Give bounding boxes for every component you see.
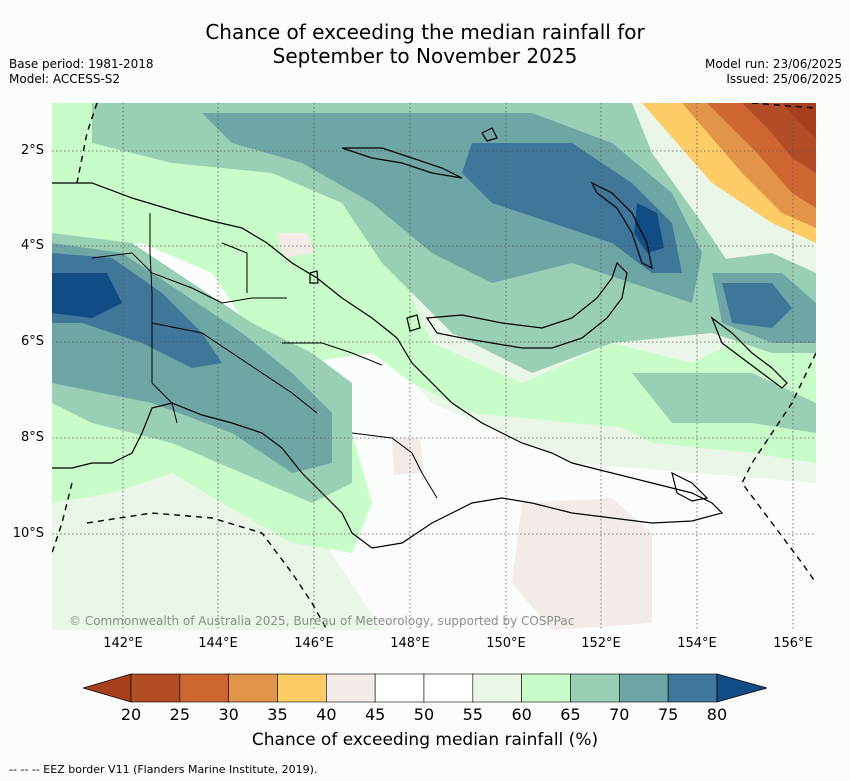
colorbar-cell: [326, 673, 376, 703]
colorbar-cell: [179, 673, 229, 703]
colorbar-tick-label: 60: [511, 705, 532, 724]
colorbar-tick-label: 25: [169, 705, 191, 724]
colorbar-tick-label: 30: [218, 705, 239, 724]
colorbar-tick-label: 45: [364, 705, 386, 724]
colorbar-tick-label: 20: [120, 705, 142, 724]
colorbar-tick-label: 50: [413, 705, 435, 724]
colorbar-cell: [374, 673, 425, 703]
model-name: Model: ACCESS-S2: [9, 72, 121, 86]
border-5: [282, 342, 383, 366]
lat-label-2s: 2°S: [20, 143, 44, 158]
colorbar-cells: [83, 673, 767, 703]
manus-coast: [341, 147, 463, 179]
colorbar-cell: [521, 673, 571, 703]
border-6: [351, 432, 438, 499]
colorbar-tick-label: 75: [657, 705, 679, 724]
border-3: [151, 322, 318, 414]
small-island-3: [671, 471, 709, 502]
meta-left: Base period: 1981-2018 Model: ACCESS-S2: [9, 57, 154, 87]
contour-80-plus: [52, 273, 122, 318]
colorbar-arrow-low: [83, 673, 132, 703]
lon-label-150e: 150°E: [486, 636, 526, 651]
lon-label-154e: 154°E: [677, 636, 717, 651]
colorbar-cell: [423, 673, 474, 703]
copyright-text: © Commonwealth of Australia 2025, Bureau…: [69, 614, 575, 628]
colorbar-tick-label: 55: [462, 705, 483, 724]
lon-label-152e: 152°E: [581, 636, 621, 651]
contour-65-70-se: [632, 373, 816, 433]
colorbar-tick-label: 65: [560, 705, 581, 724]
lat-label-8s: 8°S: [20, 430, 44, 445]
contour-below-20: [782, 103, 816, 138]
border-4: [221, 242, 248, 293]
colorbar-cell: [277, 673, 327, 703]
graticule: [52, 103, 816, 630]
lon-label-156e: 156°E: [773, 636, 813, 651]
contour-75-80-ne: [722, 283, 792, 328]
colorbar-tick-label: 80: [706, 705, 728, 724]
colorbar-tick-label: 35: [267, 705, 288, 724]
colorbar-cell: [472, 673, 522, 703]
lon-label-148e: 148°E: [390, 636, 430, 651]
new-guinea-coast: [52, 182, 724, 549]
colorbar: [83, 673, 767, 703]
admin-borders: [91, 213, 438, 499]
colorbar-arrow-high: [716, 673, 767, 703]
contour-80-plus-east: [634, 203, 664, 253]
lon-label-144e: 144°E: [198, 636, 238, 651]
new-ireland-coast: [590, 181, 653, 270]
eez-footer-note: -- -- -- EEZ border V11 (Flanders Marine…: [9, 763, 318, 776]
eez-east: [741, 352, 816, 584]
contour-75-80: [462, 143, 682, 273]
issued-date: Issued: 25/06/2025: [726, 72, 842, 86]
border-2: [91, 252, 287, 304]
coastlines: [52, 127, 788, 549]
lon-label-146e: 146°E: [294, 636, 334, 651]
lon-label-142e: 142°E: [103, 636, 143, 651]
contour-20-25: [742, 103, 816, 173]
eez-west: [52, 482, 73, 554]
contour-40-45-south: [392, 438, 424, 475]
contour-60-65: [52, 103, 816, 463]
map-svg: [52, 103, 816, 630]
eez-south: [86, 512, 328, 630]
border-1: [149, 213, 178, 424]
lat-label-6s: 6°S: [20, 334, 44, 349]
colorbar-cell: [570, 673, 620, 703]
small-island-2: [309, 270, 319, 284]
small-island-1: [406, 314, 421, 332]
map-title: Chance of exceeding the median rainfall …: [0, 20, 850, 68]
base-period: Base period: 1981-2018: [9, 57, 154, 71]
new-britain-coast: [425, 261, 628, 349]
colorbar-tick-label: 70: [609, 705, 630, 724]
title-line-2: September to November 2025: [272, 44, 578, 68]
contour-40-45: [512, 498, 652, 630]
model-run: Model run: 23/06/2025: [704, 57, 842, 71]
colorbar-cell: [667, 673, 718, 703]
contour-40-45-north: [277, 233, 314, 258]
bougainville-coast: [710, 316, 788, 389]
colorbar-tick-label: 40: [316, 705, 337, 724]
colorbar-cell: [130, 673, 181, 703]
colorbar-cell: [618, 673, 669, 703]
colorbar-cell: [228, 673, 278, 703]
lat-label-4s: 4°S: [20, 238, 44, 253]
meta-right: Model run: 23/06/2025 Issued: 25/06/2025: [705, 57, 842, 87]
eez-borders: [52, 103, 816, 630]
title-line-1: Chance of exceeding the median rainfall …: [205, 20, 645, 44]
lat-label-10s: 10°S: [12, 526, 44, 541]
small-island-4: [481, 127, 498, 142]
rainfall-map: [52, 103, 816, 630]
colorbar-label: Chance of exceeding median rainfall (%): [251, 730, 599, 750]
